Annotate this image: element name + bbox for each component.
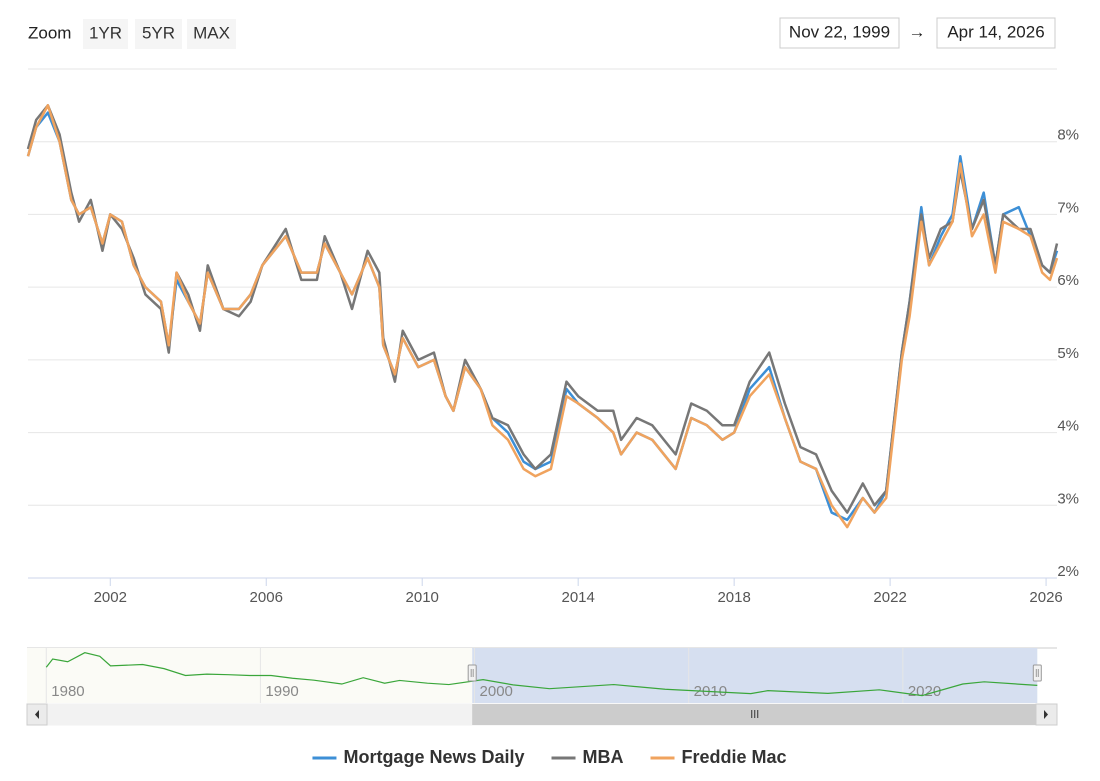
zoom-button[interactable] (135, 19, 182, 49)
zoom-button-label[interactable]: 1YR (89, 23, 122, 42)
navigator-tick-label: 1980 (51, 683, 84, 700)
axes: 2% 3% 4% 5% 6% 7% 8% 2002 2006 2010 2014 2018 2022 20… (94, 127, 1079, 606)
arrow-left (35, 710, 39, 719)
arrow-right (1044, 710, 1048, 719)
legend-label[interactable]: MBA (583, 747, 624, 767)
y-tick-label: 6% (1057, 272, 1079, 289)
x-tick-label: 2014 (561, 589, 594, 606)
y-tick-label: 2% (1057, 563, 1079, 580)
series-line (26, 111, 1059, 522)
zoom-button[interactable] (187, 19, 236, 49)
navigator[interactable]: 1980 1990 2000 2010 2020 (26, 647, 1058, 726)
x-tick-label: 2010 (406, 589, 439, 606)
navigator-selection[interactable] (472, 648, 1038, 703)
series-line (26, 104, 1059, 529)
series-lines (26, 104, 1059, 529)
y-tick-label: 5% (1057, 345, 1079, 362)
x-tick-label: 2006 (250, 589, 283, 606)
grid (28, 141, 1057, 579)
range-to[interactable]: Apr 14, 2026 (947, 22, 1044, 41)
x-tick-label: 2026 (1029, 589, 1062, 606)
range-from[interactable]: Nov 22, 1999 (789, 22, 890, 41)
zoom-button-label[interactable]: 5YR (142, 23, 175, 42)
x-tick-label: 2002 (94, 589, 127, 606)
x-tick-label: 2018 (717, 589, 750, 606)
legend: Mortgage News Daily MBA Freddie Mac (312, 747, 787, 767)
series-line (26, 104, 1059, 514)
legend-label[interactable]: Freddie Mac (682, 747, 787, 767)
zoom-button[interactable] (83, 19, 128, 49)
y-tick-label: 4% (1057, 418, 1079, 435)
navigator-tick-label: 1990 (265, 683, 298, 700)
navigator-handle[interactable] (467, 664, 477, 682)
zoom-label: Zoom (28, 23, 71, 42)
navigator-tick-label: 2020 (908, 683, 941, 700)
range-input[interactable] (779, 17, 900, 49)
navigator-handle[interactable] (1032, 664, 1042, 682)
navigator-tick-label: 2000 (480, 683, 513, 700)
y-tick-label: 7% (1057, 199, 1079, 216)
y-tick-label: 8% (1057, 127, 1079, 144)
legend-label[interactable]: Mortgage News Daily (343, 747, 524, 767)
zoom-button-label[interactable]: MAX (193, 23, 230, 42)
y-tick-label: 3% (1057, 490, 1079, 507)
x-tick-label: 2022 (873, 589, 906, 606)
navigator-line (45, 652, 1038, 697)
range-input[interactable] (936, 17, 1056, 49)
range-arrow: → (909, 22, 926, 41)
